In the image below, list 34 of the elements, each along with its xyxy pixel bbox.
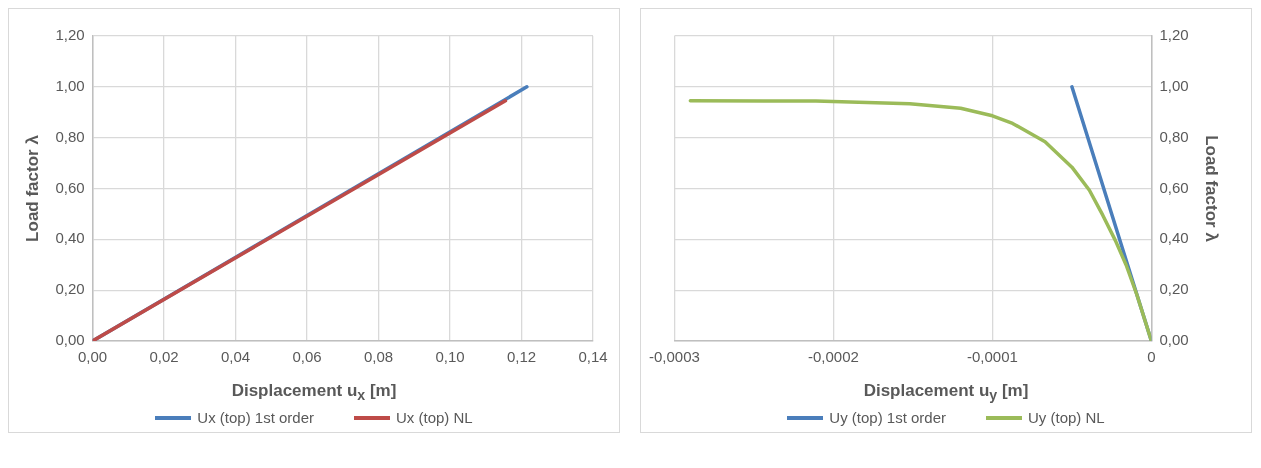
x-tick-label: 0: [1147, 348, 1156, 366]
y2-tick-label: 1,00: [1159, 76, 1189, 94]
y2-tick-label: 0,00: [1159, 331, 1189, 349]
y-tick-label: 0,20: [55, 280, 85, 298]
x-tick-label: 0,08: [363, 348, 394, 366]
y-tick-label: 0,60: [55, 178, 85, 196]
y2-tick-label: 1,20: [1159, 26, 1189, 44]
y-tick-label: 1,00: [55, 76, 85, 94]
x-tick-label: -0,0001: [966, 348, 1018, 366]
x-tick-label: 0,06: [292, 348, 322, 366]
y-tick-label: 0,00: [55, 331, 85, 349]
legend-label: Uy (top) NL: [1028, 409, 1105, 427]
y2-tick-label: 0,40: [1159, 229, 1189, 247]
x-axis-title: Displacement u$_{y}$ [m]: [862, 381, 1030, 404]
y-tick-label: 0,80: [55, 127, 85, 145]
legend-label: Ux (top) 1st order: [197, 409, 315, 427]
x-tick-label: 0,04: [220, 348, 251, 366]
x-tick-label: 0,00: [77, 348, 108, 366]
x-tick-label: -0,0002: [807, 348, 859, 366]
legend-label: Uy (top) 1st order: [829, 409, 947, 427]
y2-tick-label: 0,60: [1159, 178, 1189, 196]
x-tick-label: 0,12: [506, 348, 537, 366]
y-tick-label: 0,40: [55, 229, 85, 247]
x-tick-label: 0,10: [435, 348, 465, 366]
x-tick-label: -0,0003: [649, 348, 700, 366]
y-tick-label: 1,20: [55, 26, 85, 44]
legend-label: Ux (top) NL: [396, 409, 473, 427]
x-tick-label: 0,02: [149, 348, 179, 366]
y2-tick-label: 0,20: [1159, 280, 1189, 298]
y-axis-title: Load factor λ: [22, 134, 42, 242]
y2-tick-label: 0,80: [1159, 127, 1189, 145]
x-tick-label: 0,14: [578, 348, 608, 366]
x-axis-title: Displacement u$_{x}$ [m]: [230, 381, 398, 404]
y2-axis-title: Load factor λ: [1202, 135, 1222, 243]
